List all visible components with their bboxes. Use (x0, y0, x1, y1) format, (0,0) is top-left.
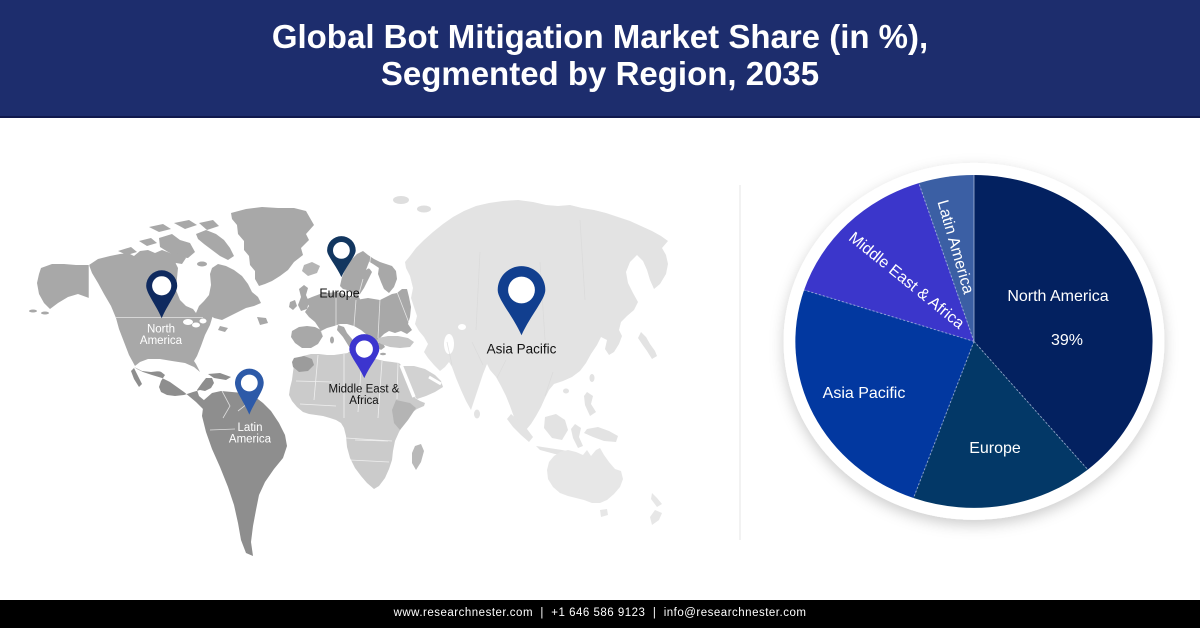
svg-text:39%: 39% (1051, 332, 1083, 349)
svg-text:America: America (229, 434, 272, 446)
svg-text:Europe: Europe (319, 287, 359, 301)
svg-text:Latin: Latin (238, 422, 263, 434)
svg-text:America: America (140, 335, 183, 347)
svg-text:Middle East &: Middle East & (329, 384, 400, 396)
svg-text:Asia Pacific: Asia Pacific (487, 342, 557, 357)
svg-text:Europe: Europe (969, 440, 1021, 457)
svg-text:North America: North America (1007, 288, 1108, 305)
svg-text:Africa: Africa (349, 395, 379, 407)
svg-text:Asia Pacific: Asia Pacific (823, 385, 906, 402)
svg-text:North: North (147, 324, 175, 336)
